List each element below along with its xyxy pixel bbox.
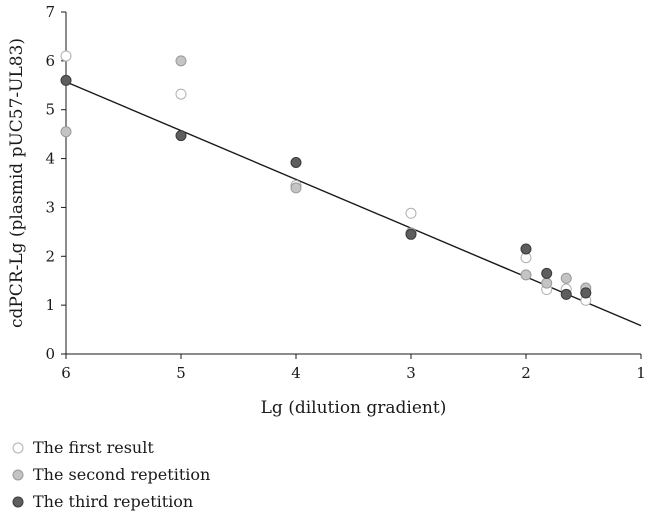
- data-point-series-1: [405, 207, 417, 219]
- y-axis-title: cdPCR-Lg (plasmid pUC57-UL83): [7, 38, 27, 328]
- legend-label: The first result: [33, 438, 154, 457]
- data-point-series-3: [60, 74, 72, 86]
- x-tick-label: 3: [406, 364, 416, 382]
- data-point-series-3: [560, 288, 572, 300]
- data-point-series-1: [175, 88, 187, 100]
- legend-marker: [12, 496, 24, 508]
- data-point-series-2: [541, 277, 553, 289]
- data-point-series-2: [290, 182, 302, 194]
- data-point-series-2: [560, 272, 572, 284]
- data-point-series-3: [580, 287, 592, 299]
- x-tick-label: 2: [521, 364, 531, 382]
- data-point-series-1: [60, 50, 72, 62]
- x-tick-label: 5: [176, 364, 186, 382]
- legend-marker: [12, 442, 24, 454]
- axes: [65, 12, 641, 355]
- x-tick-label: 6: [61, 364, 71, 382]
- data-points: [60, 50, 592, 306]
- data-point-series-3: [520, 243, 532, 255]
- data-point-series-3: [290, 156, 302, 168]
- data-point-series-3: [541, 267, 553, 279]
- y-tick-label: 1: [45, 296, 55, 314]
- x-tick-label: 1: [636, 364, 646, 382]
- y-tick-label: 7: [45, 3, 55, 21]
- legend: The first result The second repetition The…: [12, 438, 210, 511]
- legend-label: The second repetition: [33, 465, 210, 484]
- trendline: [65, 81, 642, 327]
- y-tick-label: 0: [45, 345, 55, 363]
- legend-marker: [12, 469, 24, 481]
- x-tick-label: 4: [291, 364, 301, 382]
- y-tick-label: 3: [45, 198, 55, 216]
- data-point-series-3: [405, 228, 417, 240]
- y-tick-label: 4: [45, 150, 55, 168]
- data-point-series-2: [175, 55, 187, 67]
- data-point-series-3: [175, 130, 187, 142]
- legend-label: The third repetition: [33, 492, 193, 511]
- x-ticks: 6 5 4 3 2 1: [61, 354, 646, 382]
- data-point-series-2: [520, 269, 532, 281]
- x-axis-title: Lg (dilution gradient): [261, 398, 447, 418]
- y-tick-label: 2: [45, 247, 55, 265]
- y-tick-label: 6: [45, 52, 55, 70]
- data-point-series-2: [60, 126, 72, 138]
- y-tick-label: 5: [45, 101, 55, 119]
- y-ticks: 0 1 2 3 4 5 6 7: [45, 3, 66, 363]
